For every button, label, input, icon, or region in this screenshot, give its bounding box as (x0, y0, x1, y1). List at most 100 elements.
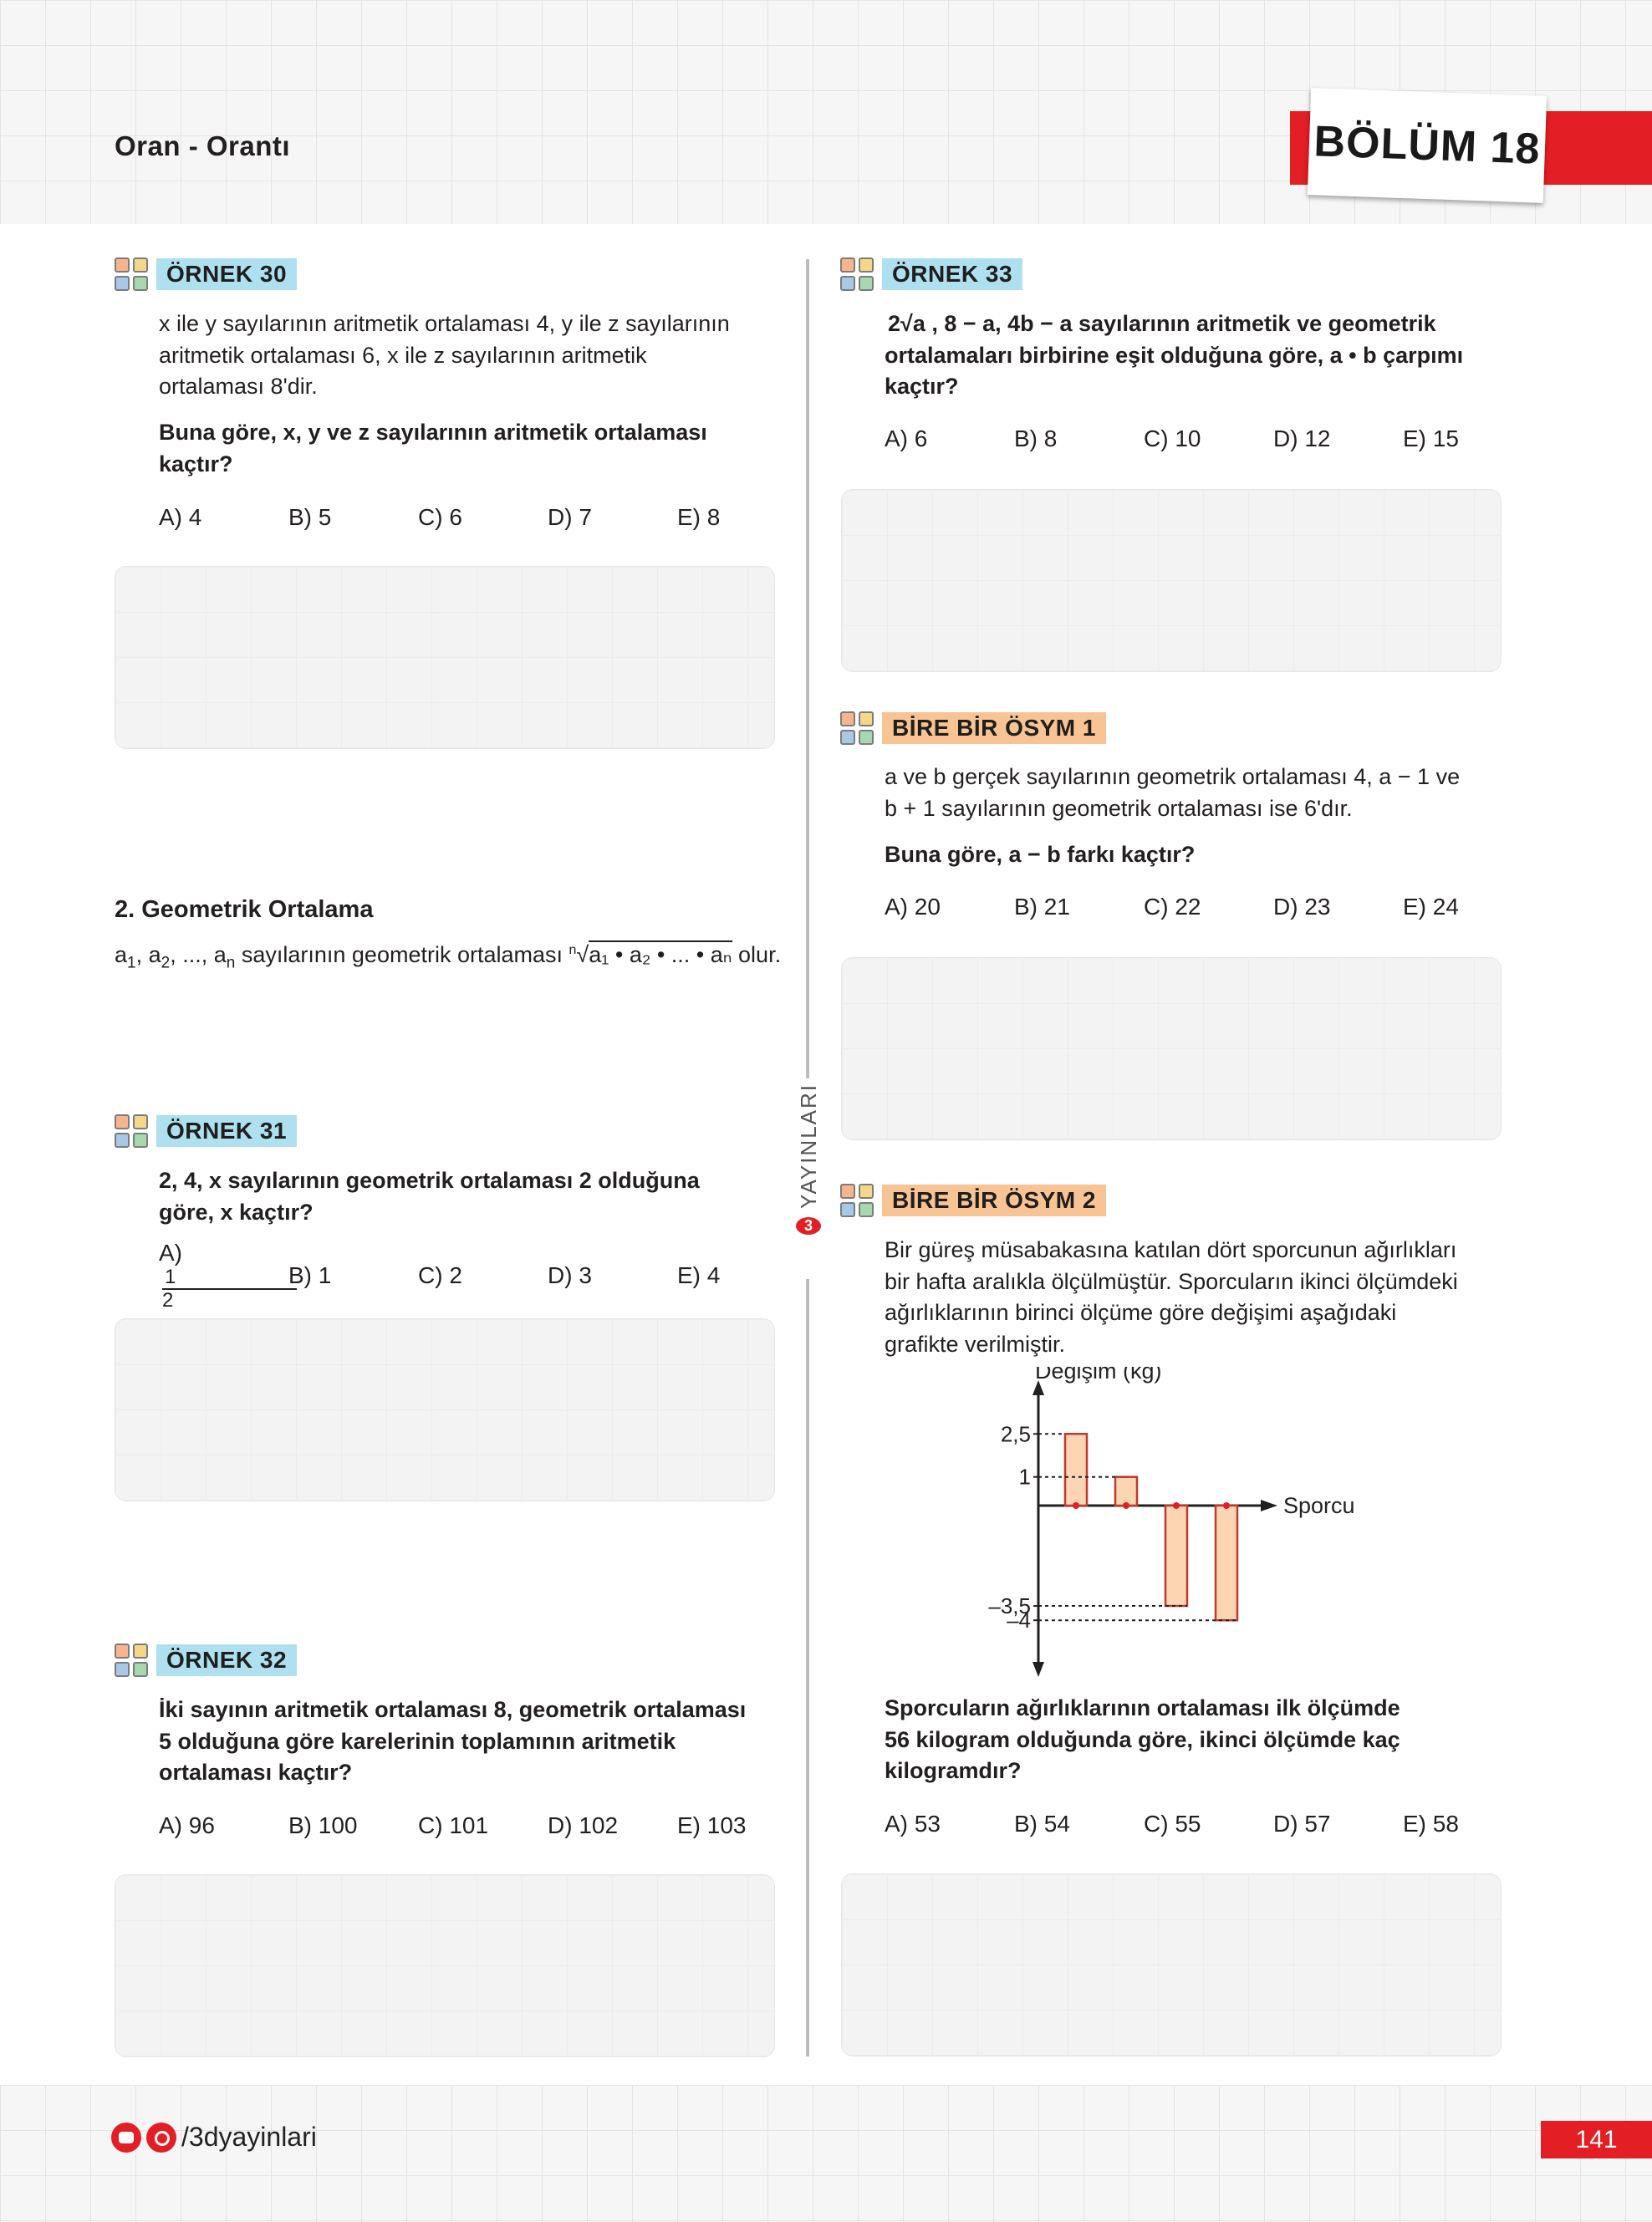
example-icon (840, 1184, 874, 1217)
option-d[interactable]: D) 102 (548, 1812, 619, 1838)
option-d[interactable]: D) 3 (548, 1262, 592, 1288)
example-32-tag: ÖRNEK 32 (156, 1644, 298, 1676)
x-axis-label: Sporcu (1283, 1493, 1355, 1518)
formula-a1: a (115, 942, 128, 967)
example-31-question-1: 2, 4, x sayılarının geometrik ortalaması… (159, 1168, 700, 1193)
osym-1-text-1: a ve b gerçek sayılarının geometrik orta… (885, 764, 1461, 789)
osym-2-header: BİRE BİR ÖSYM 2 (840, 1184, 1106, 1217)
formula-sub2: 2 (161, 954, 171, 972)
footer-social: /3dyayinlari (111, 2122, 317, 2153)
publisher-logo-icon: 3 (796, 1216, 821, 1235)
example-30-text-1: x ile y sayılarının aritmetik ortalaması… (159, 311, 730, 336)
weight-change-chart: Değişim (kg) Sporcu 2,5 1 –3,5–4 (988, 1367, 1355, 1677)
fraction-numerator: 1 (162, 1266, 297, 1290)
option-d[interactable]: D) 57 (1273, 1811, 1331, 1837)
fraction-denominator: 2 (162, 1289, 174, 1312)
social-handle[interactable]: /3dyayinlari (181, 2122, 317, 2152)
option-e[interactable]: E) 103 (677, 1812, 747, 1838)
example-30-question-2: kaçtır? (159, 451, 233, 477)
example-30-text-2: aritmetik ortalaması 6, x ile z sayıları… (159, 343, 647, 368)
formula-root-body: a₁ • a₂ • ... • aₙ (589, 940, 732, 967)
osym-2-question-3: kilogramdır? (885, 1758, 1022, 1783)
option-d[interactable]: D) 7 (548, 504, 592, 530)
example-32-solution-box[interactable] (115, 1874, 775, 2057)
osym-1-header: BİRE BİR ÖSYM 1 (840, 711, 1106, 745)
osym-2-solution-box[interactable] (841, 1873, 1502, 2056)
example-33-question-2: ortalamaları birbirine eşit olduğuna gör… (885, 343, 1464, 368)
example-33-question-1: 2√a , 8 − a, 4b − a sayılarının aritmeti… (888, 311, 1436, 336)
option-c[interactable]: C) 6 (418, 504, 462, 530)
bar-origin-dot-4 (1223, 1502, 1230, 1509)
option-e[interactable]: E) 58 (1403, 1811, 1459, 1837)
example-32-question-1: İki sayının aritmetik ortalaması 8, geom… (159, 1697, 747, 1722)
option-a[interactable]: A) 4 (159, 504, 202, 530)
bar-3 (1164, 1504, 1189, 1608)
option-e[interactable]: E) 4 (677, 1262, 721, 1288)
osym-1-question: Buna göre, a − b farkı kaçtır? (885, 842, 1196, 867)
option-a[interactable]: A) 96 (159, 1812, 215, 1838)
youtube-icon[interactable] (111, 2122, 141, 2153)
example-32-question-3: ortalaması kaçtır? (159, 1760, 353, 1785)
option-a[interactable]: A) 53 (885, 1811, 941, 1837)
example-30-question-1: Buna göre, x, y ve z sayılarının aritmet… (159, 420, 707, 445)
example-icon (115, 257, 148, 291)
example-icon (115, 1114, 148, 1148)
option-b[interactable]: B) 54 (1014, 1811, 1070, 1837)
bar-2 (1114, 1475, 1139, 1507)
option-b[interactable]: B) 100 (288, 1812, 358, 1838)
example-30-solution-box[interactable] (115, 566, 775, 749)
instagram-icon[interactable] (146, 2122, 176, 2153)
option-c[interactable]: C) 2 (418, 1262, 462, 1288)
formula-end: olur. (732, 942, 782, 967)
example-33-tag: ÖRNEK 33 (882, 258, 1023, 290)
formula-a2: a (148, 942, 161, 967)
example-32-question-2: 5 olduğuna göre karelerinin toplamının a… (159, 1729, 676, 1754)
example-31-question-2: göre, x kaçtır? (159, 1200, 314, 1225)
y-axis-arrow-up (1032, 1380, 1044, 1395)
tick-label-4: –4 (1007, 1608, 1031, 1633)
option-e[interactable]: E) 24 (1403, 894, 1459, 920)
option-e[interactable]: E) 8 (677, 504, 721, 530)
example-33-question-3: kaçtır? (885, 374, 959, 399)
option-c[interactable]: C) 22 (1144, 894, 1201, 920)
bar-4 (1214, 1504, 1239, 1622)
formula-sub1: 1 (127, 954, 136, 972)
x-axis-arrow (1261, 1500, 1277, 1511)
example-32-options: A) 96 B) 100 C) 101 D) 102 E) 103 (159, 1812, 807, 1839)
example-30-options: A) 4 B) 5 C) 6 D) 7 E) 8 (159, 504, 807, 531)
osym-2-text-4: grafikte verilmiştir. (885, 1332, 1066, 1357)
option-e[interactable]: E) 15 (1403, 426, 1459, 451)
osym-1-tag: BİRE BİR ÖSYM 1 (882, 712, 1106, 744)
option-a[interactable]: A)12 (159, 1240, 297, 1312)
example-31-solution-box[interactable] (115, 1318, 775, 1501)
option-b[interactable]: B) 1 (288, 1262, 332, 1288)
bar-origin-dot-3 (1173, 1502, 1180, 1509)
option-a[interactable]: A) 6 (885, 426, 928, 451)
example-icon (115, 1644, 148, 1677)
example-30-tag: ÖRNEK 30 (156, 258, 298, 290)
option-b[interactable]: B) 8 (1014, 426, 1058, 451)
publisher-side-text: YAYINLARI (795, 1083, 821, 1209)
option-c[interactable]: C) 10 (1144, 426, 1201, 451)
option-c[interactable]: C) 101 (418, 1812, 489, 1838)
example-31-options: A)12 B) 1 C) 2 D) 3 E) 4 (159, 1240, 807, 1312)
option-d[interactable]: D) 23 (1273, 894, 1331, 920)
section-2-title: 2. Geometrik Ortalama (115, 896, 374, 923)
option-b[interactable]: B) 5 (288, 504, 332, 530)
osym-2-text-2: bir hafta aralıkla ölçülmüştür. Sporcula… (885, 1269, 1458, 1294)
option-a[interactable]: A) 20 (885, 894, 941, 920)
example-33-header: ÖRNEK 33 (840, 257, 1023, 291)
example-33-solution-box[interactable] (841, 489, 1502, 672)
option-c[interactable]: C) 55 (1144, 1811, 1201, 1837)
y-axis-label: Değişim (kg) (1035, 1367, 1162, 1384)
osym-2-tag: BİRE BİR ÖSYM 2 (882, 1185, 1106, 1216)
option-b[interactable]: B) 21 (1014, 894, 1070, 920)
osym-1-solution-box[interactable] (841, 957, 1502, 1140)
column-divider (806, 259, 809, 1221)
option-d[interactable]: D) 12 (1273, 426, 1331, 451)
footer-background (0, 2085, 1652, 2222)
osym-2-text-3: ağırlıklarının birinci ölçüme göre değiş… (885, 1300, 1397, 1325)
osym-2-text-1: Bir güreş müsabakasına katılan dört spor… (885, 1237, 1457, 1262)
bar-origin-dot-2 (1123, 1502, 1129, 1509)
example-31-header: ÖRNEK 31 (115, 1114, 298, 1148)
